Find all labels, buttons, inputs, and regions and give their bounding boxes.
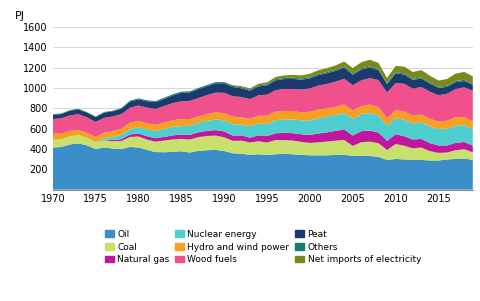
Text: PJ: PJ [15, 11, 25, 20]
Legend: Oil, Coal, Natural gas, Nuclear energy, Hydro and wind power, Wood fuels, Peat, : Oil, Coal, Natural gas, Nuclear energy, … [105, 230, 421, 264]
